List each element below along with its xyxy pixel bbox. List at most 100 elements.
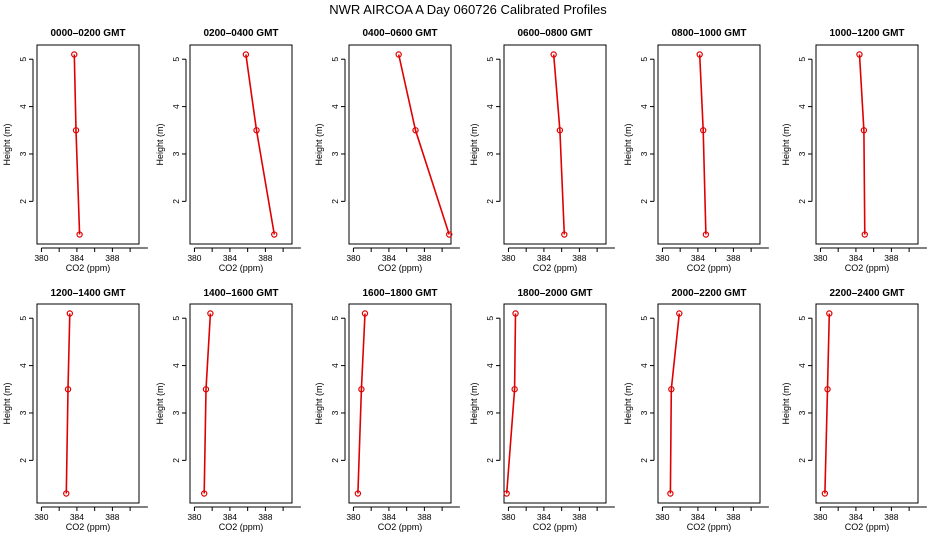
x-tick-label: 384 [70, 253, 84, 263]
plot-frame [815, 303, 919, 504]
data-point [412, 127, 419, 134]
data-point [361, 310, 369, 317]
y-tick-label: 4 [18, 363, 28, 368]
y-axis-label: Height (m) [469, 123, 479, 165]
data-point [200, 490, 208, 497]
panel-title: 0600–0800 GMT [517, 28, 592, 39]
data-point [696, 51, 703, 58]
data-point [395, 51, 402, 58]
x-tick-label: 388 [105, 253, 119, 263]
y-tick-label: 3 [639, 151, 649, 156]
data-point [824, 386, 831, 393]
data-point [271, 231, 278, 238]
panel-title: 2000–2200 GMT [671, 288, 746, 299]
y-tick-label: 5 [171, 57, 181, 62]
x-axis-label: CO2 (ppm) [687, 522, 732, 532]
panel-title: 1800–2000 GMT [517, 288, 592, 299]
y-tick-label: 3 [485, 151, 495, 156]
data-point [503, 490, 510, 497]
plot-frame [348, 303, 452, 504]
y-tick-label: 2 [18, 458, 28, 463]
data-point [66, 310, 74, 317]
panel-title: 2200–2400 GMT [829, 288, 904, 299]
x-tick-label: 380 [187, 253, 201, 263]
y-tick-label: 2 [330, 199, 340, 204]
panel-title: 0400–0600 GMT [362, 28, 437, 39]
data-point [63, 490, 70, 497]
y-axis-label: Height (m) [469, 382, 479, 424]
x-tick-label: 380 [501, 253, 515, 263]
panel-title: 1000–1200 GMT [829, 28, 904, 39]
y-axis-label: Height (m) [781, 382, 791, 424]
y-tick-label: 5 [171, 316, 181, 321]
y-tick-label: 5 [485, 57, 495, 62]
data-point [676, 310, 683, 317]
y-tick-label: 2 [797, 458, 807, 463]
plot-frame [348, 44, 452, 245]
x-tick-label: 388 [258, 512, 272, 522]
x-tick-label: 380 [501, 512, 515, 522]
y-tick-label: 4 [639, 363, 649, 368]
profile-line [245, 54, 276, 235]
x-axis-label: CO2 (ppm) [845, 263, 890, 273]
x-axis-label: CO2 (ppm) [687, 263, 732, 273]
y-tick-label: 2 [171, 458, 181, 463]
profile-line [552, 54, 566, 235]
panel-title: 1400–1600 GMT [203, 288, 278, 299]
profile-line [858, 54, 866, 235]
data-point [561, 231, 568, 238]
profile-line [505, 313, 517, 494]
x-axis-label: CO2 (ppm) [378, 522, 423, 532]
y-tick-label: 5 [330, 57, 340, 62]
plot-frame [36, 303, 140, 504]
x-tick-label: 380 [34, 512, 48, 522]
y-tick-label: 5 [330, 316, 340, 321]
y-tick-label: 4 [171, 363, 181, 368]
panel-title: 1200–1400 GMT [50, 288, 125, 299]
profile-line [698, 54, 707, 235]
y-tick-label: 2 [18, 199, 28, 204]
x-tick-label: 388 [572, 512, 586, 522]
x-tick-label: 388 [417, 512, 431, 522]
y-tick-label: 2 [330, 458, 340, 463]
x-tick-label: 380 [187, 512, 201, 522]
y-tick-label: 4 [18, 104, 28, 109]
x-tick-label: 380 [655, 512, 669, 522]
y-tick-label: 3 [330, 151, 340, 156]
y-tick-label: 5 [797, 57, 807, 62]
profile-line [397, 54, 450, 235]
panel-title: 0800–1000 GMT [671, 28, 746, 39]
y-tick-label: 3 [171, 151, 181, 156]
y-axis-label: Height (m) [314, 382, 324, 424]
y-axis-label: Height (m) [2, 382, 12, 424]
y-tick-label: 2 [797, 199, 807, 204]
y-tick-label: 4 [485, 104, 495, 109]
y-tick-label: 4 [485, 363, 495, 368]
figure-title: NWR AIRCOA A Day 060726 Calibrated Profi… [329, 2, 607, 17]
data-point [358, 386, 365, 393]
y-tick-label: 4 [171, 104, 181, 109]
x-tick-label: 388 [884, 512, 898, 522]
plot-frame [189, 303, 293, 504]
y-axis-label: Height (m) [623, 382, 633, 424]
x-tick-label: 384 [537, 253, 551, 263]
y-axis-label: Height (m) [2, 123, 12, 165]
y-tick-label: 5 [18, 316, 28, 321]
data-point [511, 386, 518, 393]
y-tick-label: 5 [639, 57, 649, 62]
x-tick-label: 384 [223, 253, 237, 263]
x-tick-label: 380 [655, 253, 669, 263]
x-tick-label: 380 [34, 253, 48, 263]
x-tick-label: 388 [105, 512, 119, 522]
y-axis-label: Height (m) [314, 123, 324, 165]
panel-title: 1600–1800 GMT [362, 288, 437, 299]
y-axis-label: Height (m) [155, 382, 165, 424]
data-point [702, 231, 710, 238]
